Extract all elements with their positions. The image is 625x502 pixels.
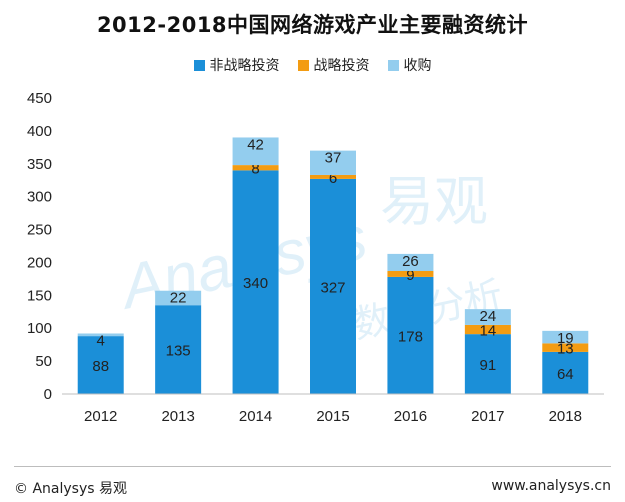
data-label-2015-series-1: 6: [329, 170, 337, 187]
x-tick-label-2013: 2013: [161, 408, 194, 425]
y-tick-label-450: 450: [27, 90, 52, 107]
y-tick-label-250: 250: [27, 222, 52, 239]
legend-item-acquisition: 收购: [387, 55, 432, 75]
bar-2016-series-1: [387, 270, 434, 277]
y-tick-label-350: 350: [27, 156, 52, 173]
data-label-2017-series-1: 14: [480, 323, 497, 340]
data-label-2014-series-2: 42: [247, 136, 264, 153]
bar-2012-series-0: [77, 336, 124, 394]
bar-2016-series-0: [387, 276, 434, 394]
bar-2014-series-1: [232, 165, 279, 171]
y-tick-label-0: 0: [44, 386, 52, 403]
data-label-2013-series-2: 22: [170, 290, 187, 307]
bar-2012-series-2: [77, 333, 124, 337]
data-label-2017-series-0: 91: [480, 357, 497, 374]
bar-2017-series-2: [464, 309, 511, 325]
legend-swatch-strategic: [297, 59, 309, 71]
data-label-2014-series-0: 340: [243, 275, 268, 292]
bar-2018-series-1: [542, 343, 589, 352]
data-label-2015-series-2: 37: [325, 150, 342, 167]
data-label-2012-series-0: 88: [92, 358, 109, 375]
bar-2015-series-0: [310, 178, 356, 394]
bar-2018-series-2: [542, 330, 589, 344]
bar-2014-series-0: [232, 170, 279, 394]
legend-swatch-non-strategic: [193, 59, 205, 71]
legend-swatch-acquisition: [387, 59, 399, 71]
chart-legend: 非战略投资 战略投资 收购: [0, 55, 625, 75]
y-tick-label-400: 400: [27, 123, 52, 140]
data-label-2018-series-0: 64: [557, 366, 574, 383]
legend-label-acquisition: 收购: [403, 58, 432, 74]
footer-website[interactable]: www.analysys.cn: [491, 478, 611, 494]
data-label-2018-series-2: 19: [557, 330, 574, 347]
bar-2015-series-1: [310, 174, 356, 179]
y-tick-label-200: 200: [27, 254, 52, 271]
x-tick-label-2017: 2017: [471, 408, 504, 425]
data-label-2015-series-0: 327: [320, 279, 345, 296]
footer-copyright: © Analysys 易观: [14, 481, 127, 497]
bar-2014-series-2: [232, 137, 279, 166]
x-tick-label-2016: 2016: [394, 408, 427, 425]
data-label-2016-series-1: 9: [406, 267, 414, 284]
bar-2013-series-2: [155, 290, 202, 306]
bar-2013-series-0: [155, 305, 202, 394]
x-tick-label-2015: 2015: [316, 408, 349, 425]
y-tick-label-50: 50: [35, 353, 52, 370]
data-label-2018-series-1: 13: [557, 341, 574, 358]
data-label-2012-series-2: 4: [97, 332, 105, 349]
data-label-2017-series-2: 24: [480, 308, 497, 325]
data-label-2016-series-0: 178: [398, 328, 423, 345]
chart-title: 2012-2018中国网络游戏产业主要融资统计: [96, 13, 529, 37]
footer-divider: [14, 466, 611, 467]
y-tick-label-300: 300: [27, 189, 52, 206]
y-tick-label-100: 100: [27, 320, 52, 337]
bar-2017-series-1: [464, 324, 511, 335]
bar-2017-series-0: [464, 334, 511, 394]
y-tick-label-150: 150: [27, 287, 52, 304]
legend-item-strategic: 战略投资: [297, 55, 370, 75]
data-label-2016-series-2: 26: [402, 253, 419, 270]
data-label-2013-series-0: 135: [166, 343, 191, 360]
legend-label-non-strategic: 非战略投资: [209, 58, 280, 74]
x-tick-label-2012: 2012: [84, 408, 117, 425]
legend-label-strategic: 战略投资: [313, 58, 370, 74]
legend-item-non-strategic: 非战略投资: [193, 55, 280, 75]
x-tick-label-2018: 2018: [549, 408, 582, 425]
bar-2015-series-2: [310, 150, 356, 175]
bar-2018-series-0: [542, 351, 589, 394]
data-label-2014-series-1: 8: [251, 161, 259, 178]
x-tick-label-2014: 2014: [239, 408, 272, 425]
bar-2016-series-2: [387, 253, 434, 271]
